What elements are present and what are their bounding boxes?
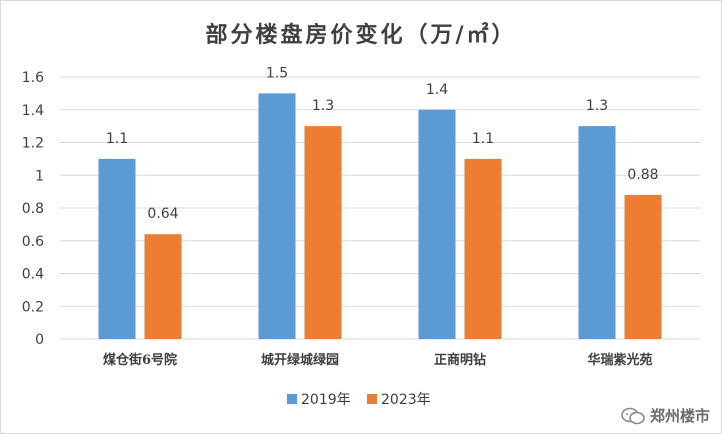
legend-label: 2019年: [301, 392, 351, 408]
y-tick-label: 1.6: [22, 70, 44, 86]
bar: [144, 234, 182, 339]
y-tick-label: 1: [35, 168, 44, 184]
wechat-icon: [621, 407, 645, 424]
bar: [98, 158, 136, 339]
data-label: 1.3: [312, 98, 334, 114]
bar: [464, 158, 502, 339]
x-tick-label: 煤仓街6号院: [103, 352, 177, 368]
x-tick-label: 城开绿城绿园: [261, 352, 339, 368]
bar: [418, 109, 456, 339]
data-label: 0.88: [627, 167, 658, 183]
x-tick-label: 正商明钻: [434, 352, 486, 368]
data-label: 0.64: [147, 206, 178, 222]
watermark: 郑州楼市: [620, 405, 710, 426]
bar: [304, 126, 342, 339]
data-label: 1.3: [586, 98, 608, 114]
legend-label: 2023年: [381, 392, 431, 408]
data-label: 1.5: [266, 65, 288, 81]
legend-swatch: [287, 394, 297, 404]
data-label: 1.1: [106, 131, 128, 147]
y-tick-label: 1.2: [22, 136, 44, 152]
y-tick-label: 0.2: [22, 299, 44, 315]
bar: [258, 93, 296, 339]
y-tick-label: 0.8: [22, 201, 44, 217]
y-tick-label: 0: [35, 332, 44, 348]
x-tick-label: 华瑞紫光苑: [587, 352, 652, 368]
y-tick-label: 0.6: [22, 234, 44, 250]
y-tick-label: 1.4: [22, 103, 44, 119]
y-tick-label: 0.4: [22, 267, 44, 283]
legend-swatch: [367, 394, 377, 404]
chart-title: 部分楼盘房价变化（万/㎡）: [205, 22, 516, 48]
data-label: 1.4: [426, 82, 448, 98]
watermark-text: 郑州楼市: [649, 407, 710, 425]
bar: [624, 194, 662, 339]
bar: [578, 126, 616, 339]
data-label: 1.1: [472, 131, 494, 147]
